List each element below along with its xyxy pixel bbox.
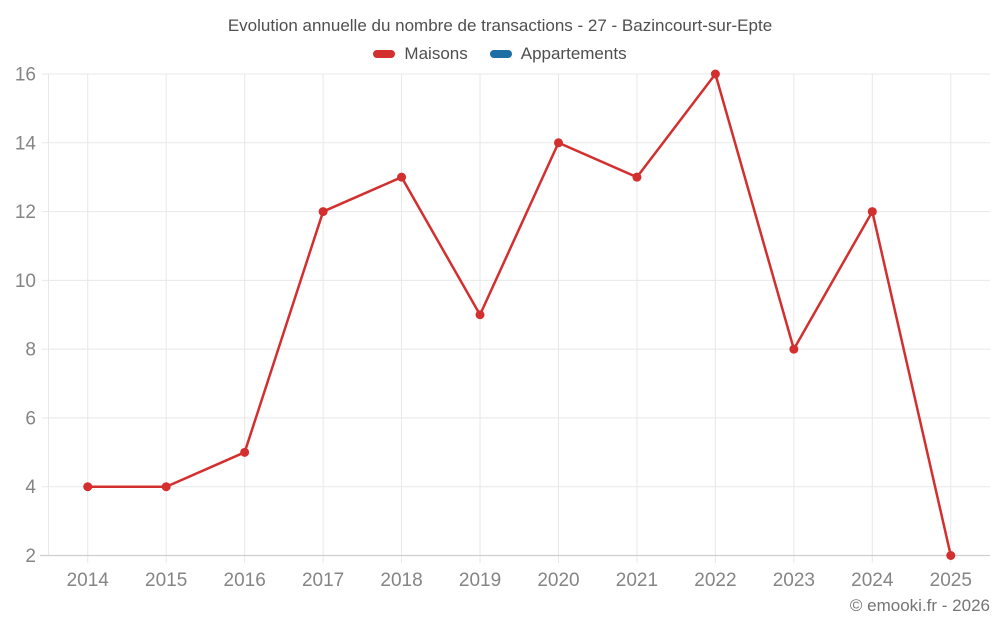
legend-label-appartements: Appartements: [520, 44, 627, 63]
x-axis-tick-label: 2024: [851, 570, 894, 591]
x-axis-tick-label: 2015: [145, 570, 187, 591]
y-axis-tick-label: 14: [15, 133, 37, 154]
x-axis-tick-label: 2019: [459, 570, 501, 591]
data-point[interactable]: [240, 447, 250, 457]
legend-item-maisons[interactable]: Maisons: [373, 44, 468, 64]
y-axis-tick-label: 2: [25, 546, 36, 567]
copyright-text: © emooki.fr - 2026: [849, 596, 990, 615]
data-point[interactable]: [867, 207, 877, 217]
data-point[interactable]: [946, 551, 956, 560]
x-axis-tick-label: 2022: [694, 570, 736, 591]
y-axis-tick-label: 8: [25, 340, 36, 361]
y-axis-tick-label: 4: [25, 477, 36, 498]
x-axis-tick-label: 2023: [773, 570, 815, 591]
series-line-maisons: [86, 72, 953, 557]
x-axis-tick-label: 2025: [930, 570, 972, 591]
x-axis-tick-label: 2020: [537, 570, 579, 591]
data-point[interactable]: [632, 172, 642, 182]
x-axis-tick-label: 2017: [302, 570, 344, 591]
legend-label-maisons: Maisons: [404, 44, 468, 63]
x-axis-tick-label: 2014: [67, 570, 110, 591]
y-axis-tick-label: 6: [25, 408, 36, 429]
data-point[interactable]: [83, 482, 93, 492]
legend-swatch-appartements-icon: [489, 50, 512, 58]
chart-title: Evolution annuelle du nombre de transact…: [227, 16, 773, 35]
y-axis-tick-label: 12: [15, 202, 36, 223]
data-point[interactable]: [397, 172, 407, 182]
data-point[interactable]: [318, 207, 328, 217]
data-point[interactable]: [789, 344, 799, 354]
x-axis-tick-label: 2016: [224, 570, 266, 591]
data-point[interactable]: [553, 138, 563, 148]
legend-swatch-maisons-icon: [373, 50, 396, 58]
y-axis-tick-label: 10: [15, 271, 36, 292]
x-axis-tick-label: 2018: [380, 570, 422, 591]
data-point[interactable]: [710, 69, 720, 79]
y-axis-tick-label: 16: [15, 65, 36, 86]
data-point[interactable]: [475, 310, 485, 320]
legend-item-appartements[interactable]: Appartements: [489, 44, 627, 64]
chart-legend: Maisons Appartements: [0, 44, 1000, 64]
x-axis-tick-label: 2021: [616, 570, 658, 591]
data-point[interactable]: [161, 482, 171, 492]
